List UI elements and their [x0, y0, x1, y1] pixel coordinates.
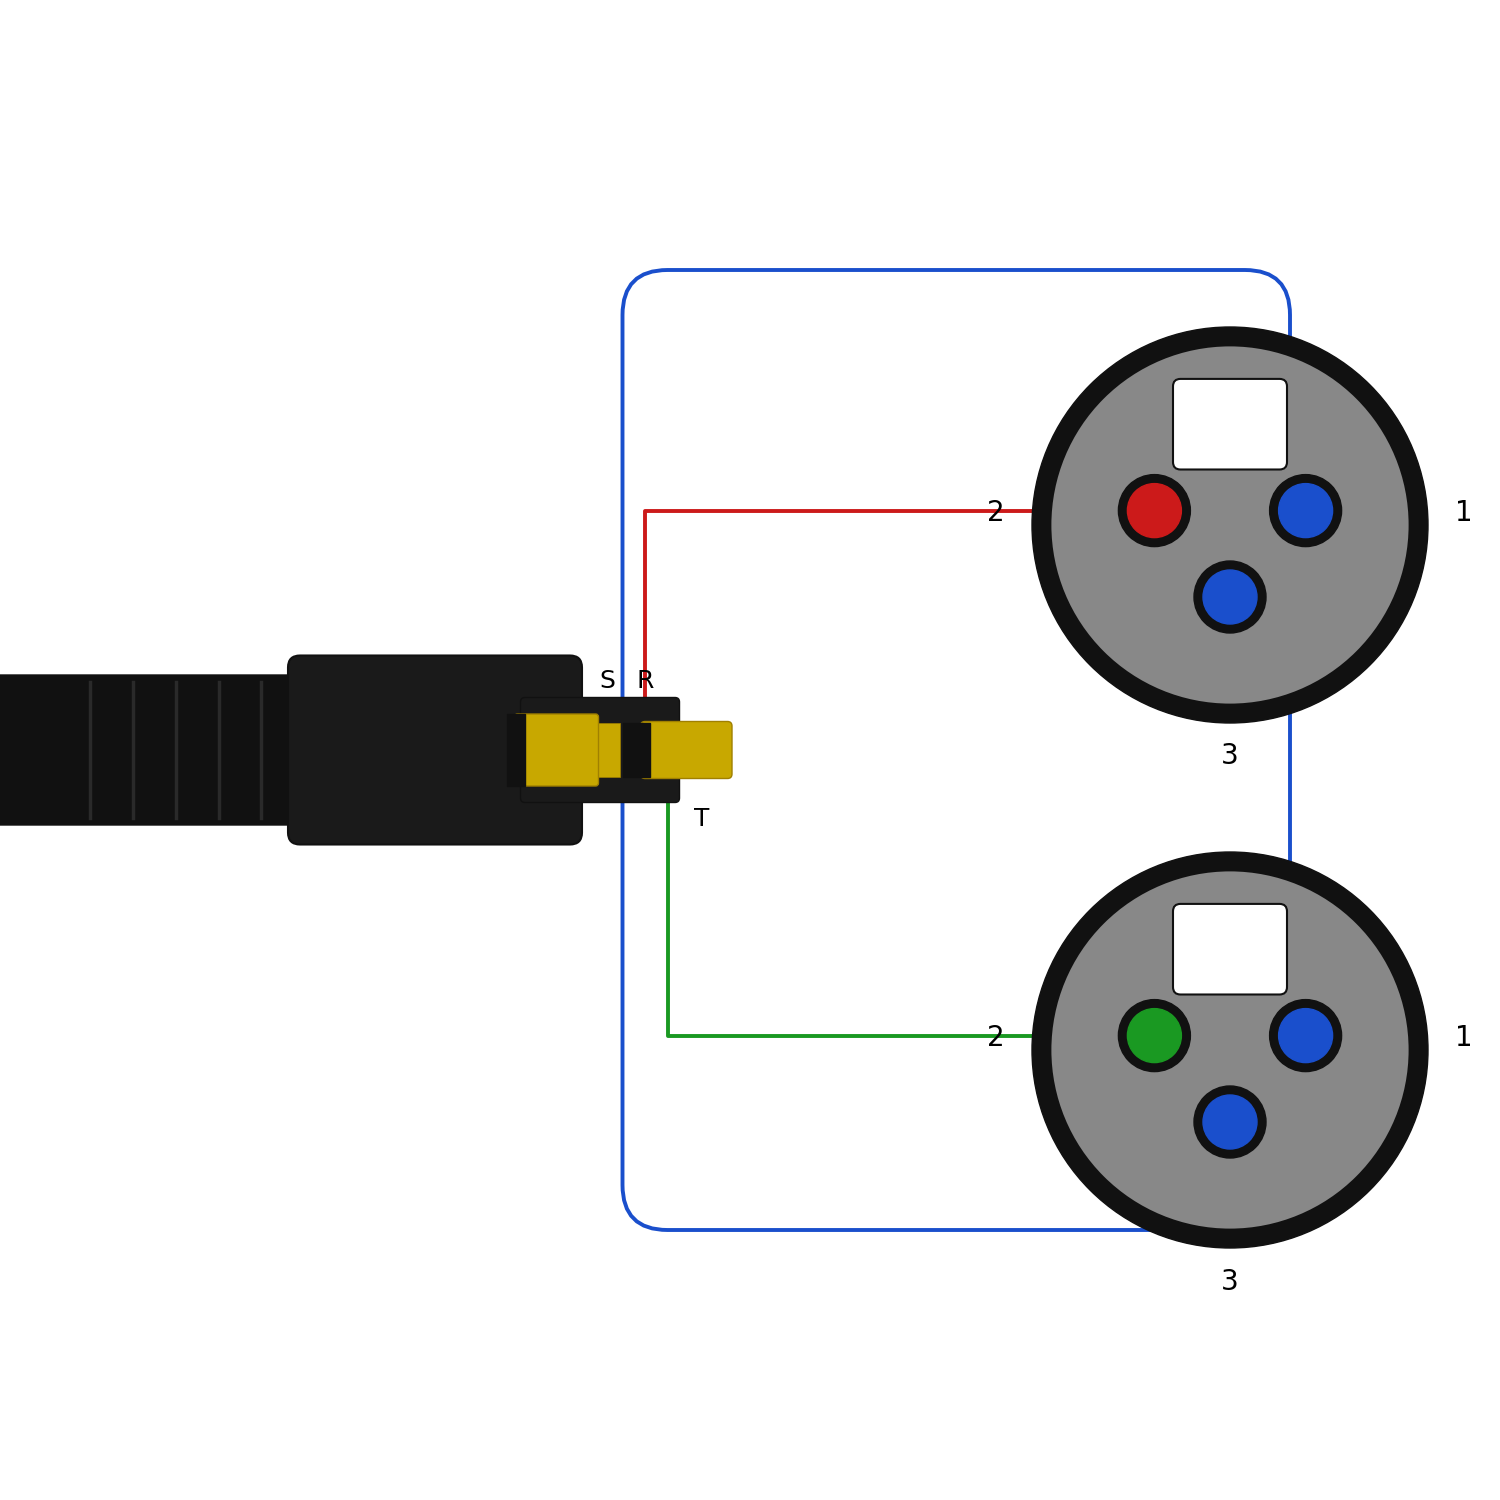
FancyBboxPatch shape [514, 714, 598, 786]
Circle shape [1203, 570, 1257, 624]
Circle shape [1119, 999, 1191, 1071]
Bar [507, 714, 525, 786]
Text: T: T [694, 807, 709, 831]
Circle shape [1032, 852, 1428, 1248]
Circle shape [1032, 327, 1428, 723]
Bar [622, 723, 650, 777]
Circle shape [1269, 474, 1341, 546]
Circle shape [1203, 1095, 1257, 1149]
Text: 3: 3 [1221, 1268, 1239, 1296]
Circle shape [1269, 999, 1341, 1071]
Text: 3: 3 [1221, 742, 1239, 771]
Circle shape [1194, 561, 1266, 633]
Text: 2: 2 [987, 1024, 1005, 1051]
FancyBboxPatch shape [640, 722, 732, 778]
Circle shape [1278, 1008, 1332, 1062]
Text: S: S [600, 669, 615, 693]
Text: 1: 1 [1455, 500, 1473, 526]
FancyBboxPatch shape [1173, 904, 1287, 995]
FancyBboxPatch shape [0, 675, 458, 825]
Bar [592, 723, 619, 777]
Circle shape [1119, 474, 1191, 546]
FancyBboxPatch shape [288, 656, 582, 844]
FancyBboxPatch shape [1173, 380, 1287, 470]
Circle shape [1278, 483, 1332, 537]
Circle shape [1050, 870, 1410, 1230]
Circle shape [1194, 1086, 1266, 1158]
Circle shape [1050, 345, 1410, 705]
Text: 1: 1 [1455, 1024, 1473, 1051]
FancyBboxPatch shape [520, 698, 680, 802]
Circle shape [1128, 483, 1182, 537]
Text: 2: 2 [987, 500, 1005, 526]
Text: R: R [636, 669, 654, 693]
Circle shape [1128, 1008, 1182, 1062]
